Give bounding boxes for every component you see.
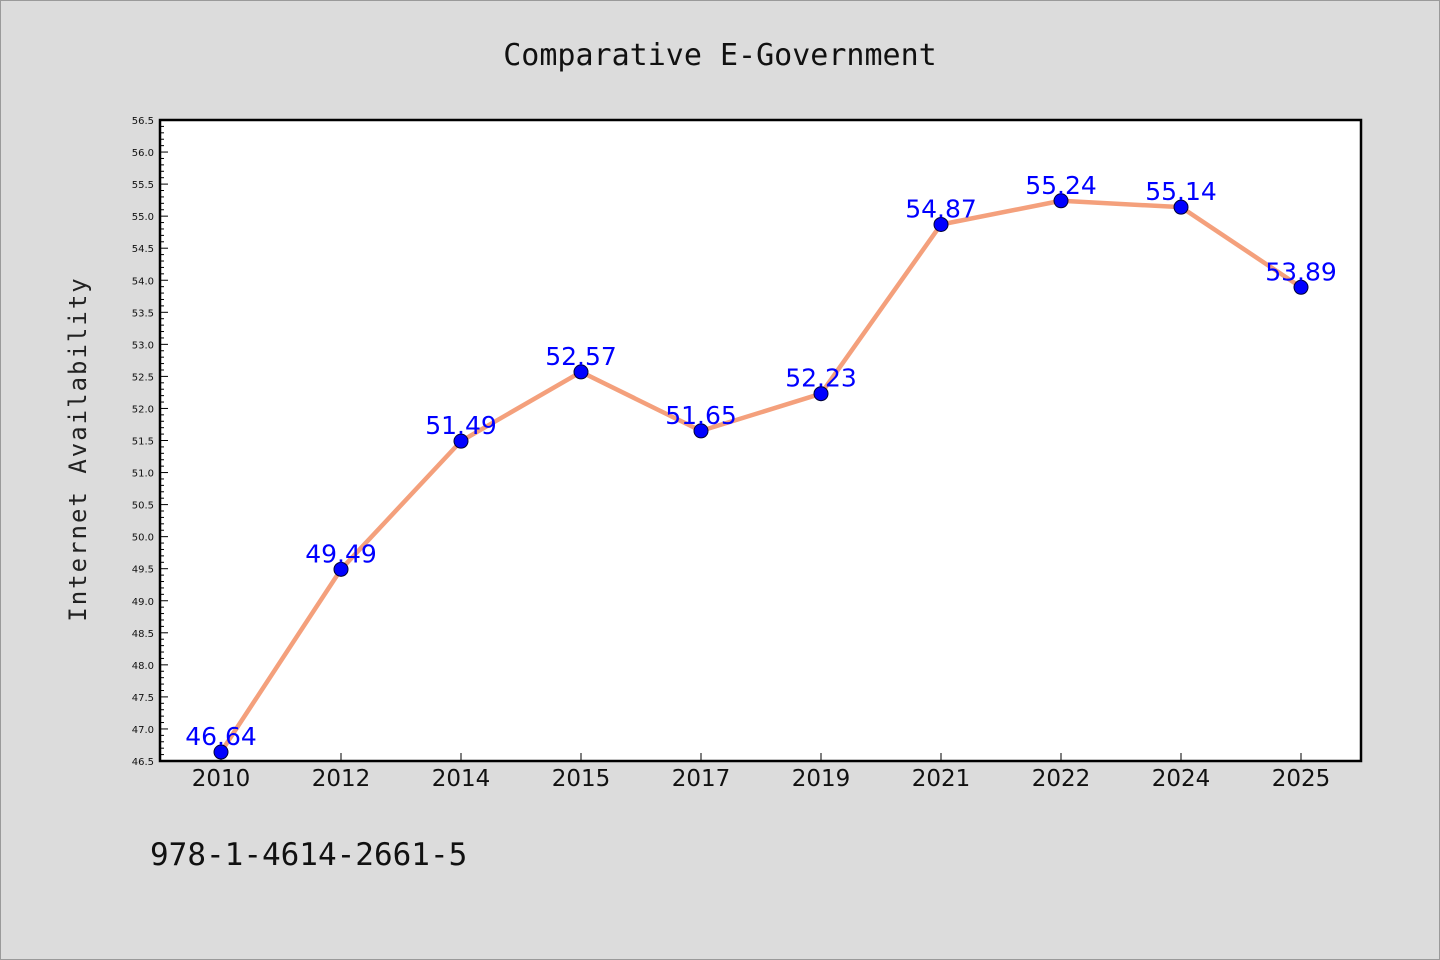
data-point [693,423,709,439]
data-point [333,561,349,577]
y-tick-label: 56.0 [132,148,154,159]
y-tick-label: 53.0 [132,340,154,351]
x-tick-label: 2017 [672,766,731,792]
data-point [573,364,589,380]
data-label: 49.49 [305,539,377,568]
data-label: 55.14 [1145,177,1217,206]
x-tick-label: 2015 [552,766,611,792]
y-tick-label: 52.0 [132,404,154,415]
x-tick-label: 2024 [1152,766,1211,792]
x-tick-label: 2025 [1272,766,1331,792]
y-tick-label: 47.0 [132,725,154,736]
data-label: 51.49 [425,411,497,440]
y-tick-label: 55.5 [132,180,154,191]
y-tick-label: 53.5 [132,308,154,319]
x-tick-label: 2021 [912,766,971,792]
y-tick-label: 46.5 [132,757,154,768]
plot-area [158,118,1363,763]
y-tick-label: 56.5 [132,116,154,127]
y-tick-label: 51.0 [132,469,154,480]
x-tick-label: 2019 [792,766,851,792]
data-point [213,744,229,760]
y-tick-label: 54.0 [132,276,154,287]
data-label: 52.23 [785,364,857,393]
data-label: 54.87 [905,194,977,223]
data-label: 53.89 [1265,257,1337,286]
data-point [1293,279,1309,295]
y-tick-label: 50.5 [132,501,154,512]
y-tick-label: 49.0 [132,597,154,608]
data-point [933,216,949,232]
x-tick-label: 2014 [432,766,491,792]
y-tick-label: 47.5 [132,693,154,704]
footer-isbn: 978-1-4614-2661-5 [150,837,467,873]
chart-title: Comparative E-Government [503,38,936,73]
x-axis-ticks: 2010 2012 2014 2015 2017 2019 2021 2022 2024 2025 [192,753,1331,792]
data-label: 51.65 [665,401,737,430]
x-tick-label: 2010 [192,766,251,792]
data-label: 55.24 [1025,171,1097,200]
x-tick-label: 2022 [1032,766,1091,792]
y-tick-label: 52.5 [132,372,154,383]
data-point [1173,199,1189,215]
y-tick-label: 50.0 [132,533,154,544]
y-tick-label: 49.5 [132,565,154,576]
data-point [453,433,469,449]
y-axis-label: Internet Availability [64,276,92,621]
y-tick-label: 48.5 [132,629,154,640]
y-tick-label: 54.5 [132,244,154,255]
data-point [1053,193,1069,209]
y-tick-label: 51.5 [132,437,154,448]
data-point [813,386,829,402]
data-label: 46.64 [185,722,257,751]
y-tick-label: 48.0 [132,661,154,672]
data-label: 52.57 [545,342,617,371]
y-axis-ticks: 46.5 47.0 47.5 48.0 48.5 49.0 49.5 50.0 50.5 51.0… [132,116,168,768]
y-tick-label: 55.0 [132,212,154,223]
x-tick-label: 2012 [312,766,371,792]
series-line [218,198,1304,755]
series-group: 46.64 49.49 51.49 52.57 51.65 52.23 54.87 55.24… [185,171,1337,760]
